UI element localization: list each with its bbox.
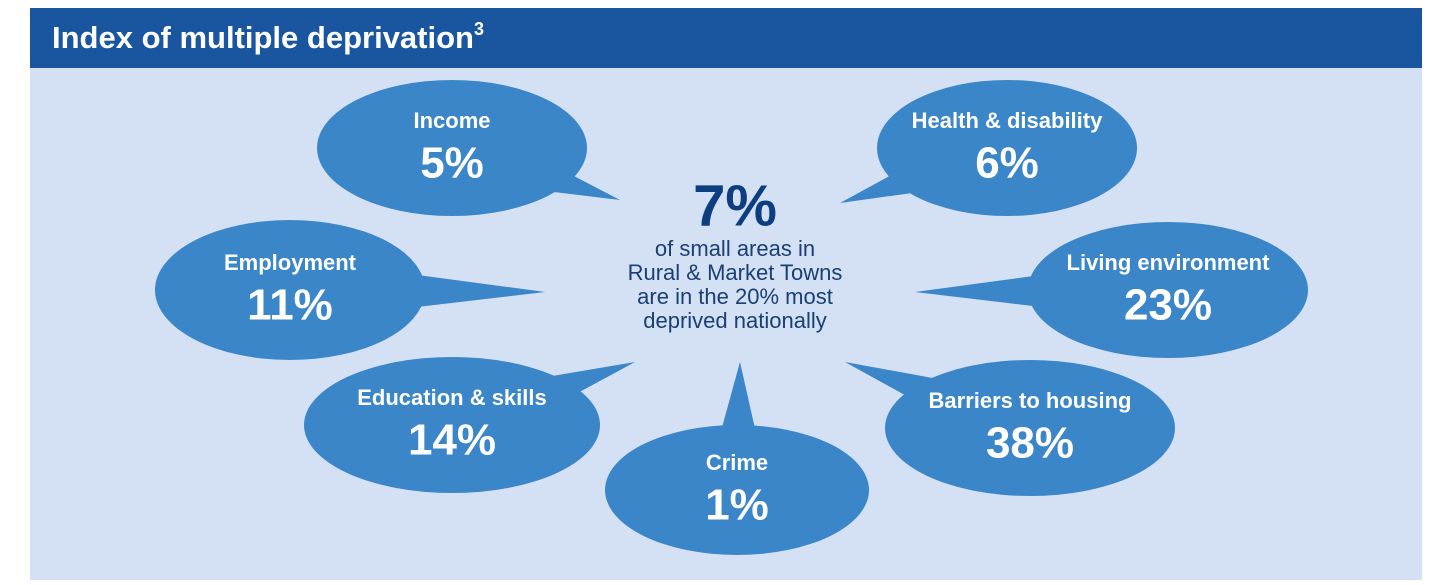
bubble-label: Barriers to housing: [929, 388, 1132, 413]
center-line: of small areas in: [655, 236, 815, 261]
bubble-value: 6%: [975, 139, 1039, 188]
bubble-value: 38%: [986, 419, 1074, 468]
bubble-body: [304, 357, 600, 493]
title-superscript: 3: [474, 19, 484, 39]
bubble-label: Employment: [224, 250, 357, 275]
bubble-value: 1%: [705, 481, 769, 530]
header-bar: [30, 8, 1422, 68]
bubble: Education & skills 14%: [304, 357, 635, 493]
center-value: 7%: [693, 173, 777, 238]
bubble-value: 14%: [408, 416, 496, 465]
bubble-value: 5%: [420, 139, 484, 188]
bubble-body: [317, 80, 587, 216]
bubble-label: Living environment: [1067, 250, 1271, 275]
header-title: Index of multiple deprivation3: [52, 19, 484, 55]
center-line: deprived nationally: [643, 308, 826, 333]
bubble-label: Health & disability: [912, 108, 1103, 133]
bubble-tail: [417, 275, 545, 307]
bubble: Health & disability 6%: [840, 80, 1137, 216]
bubble-body: [605, 425, 869, 555]
bubble-body: [885, 360, 1175, 496]
title-text: Index of multiple deprivation: [52, 20, 474, 55]
bubble-label: Crime: [706, 450, 768, 475]
bubble: Employment 11%: [155, 220, 545, 360]
bubble: Income 5%: [317, 80, 620, 216]
bubble-body: [155, 220, 425, 360]
bubble-tail: [915, 275, 1042, 307]
bubble-label: Education & skills: [357, 385, 547, 410]
bubble-body: [877, 80, 1137, 216]
bubble-body: [1028, 222, 1308, 358]
bubble: Crime 1%: [605, 362, 869, 555]
center-line: Rural & Market Towns: [628, 260, 843, 285]
bubble: Barriers to housing 38%: [845, 360, 1175, 496]
bubble-label: Income: [413, 108, 490, 133]
bubble-value: 23%: [1124, 281, 1212, 330]
center-line: are in the 20% most: [637, 284, 833, 309]
bubble: Living environment 23%: [915, 222, 1308, 358]
bubble-tail: [722, 362, 755, 427]
bubble-value: 11%: [247, 281, 333, 330]
bubbles: Income 5% Health & disability 6% Employment 1…: [155, 80, 1308, 555]
